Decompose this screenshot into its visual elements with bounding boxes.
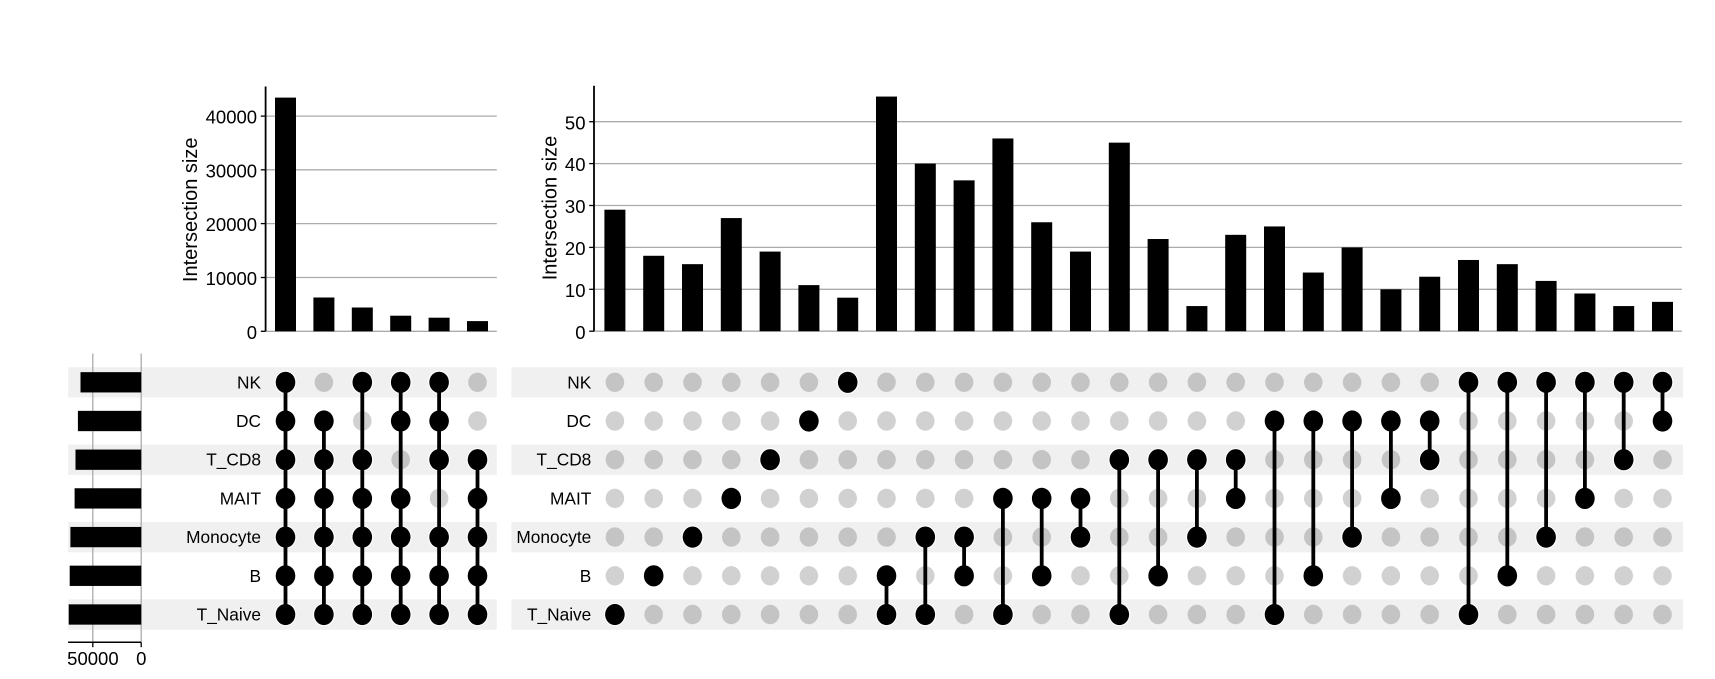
svg-text:30: 30 bbox=[565, 196, 586, 217]
svg-text:MAIT: MAIT bbox=[220, 488, 262, 508]
svg-text:50000: 50000 bbox=[67, 648, 118, 669]
svg-text:20000: 20000 bbox=[206, 214, 257, 235]
svg-text:Monocyte: Monocyte bbox=[186, 527, 261, 547]
svg-text:DC: DC bbox=[236, 411, 261, 431]
svg-text:30000: 30000 bbox=[206, 160, 257, 181]
svg-text:T_CD8: T_CD8 bbox=[206, 450, 261, 470]
svg-text:10: 10 bbox=[565, 280, 586, 301]
svg-text:NK: NK bbox=[567, 372, 591, 392]
svg-text:40: 40 bbox=[565, 154, 586, 175]
svg-text:T_Naive: T_Naive bbox=[527, 605, 591, 625]
svg-text:MAIT: MAIT bbox=[550, 488, 592, 508]
svg-text:Monocyte: Monocyte bbox=[516, 527, 591, 547]
svg-text:T_Naive: T_Naive bbox=[197, 605, 261, 625]
svg-text:DC: DC bbox=[566, 411, 591, 431]
svg-text:10000: 10000 bbox=[206, 268, 257, 289]
svg-text:T_CD8: T_CD8 bbox=[537, 450, 592, 470]
svg-text:Intersection size: Intersection size bbox=[540, 136, 562, 281]
svg-text:0: 0 bbox=[136, 648, 146, 669]
svg-text:0: 0 bbox=[575, 322, 585, 343]
svg-text:50: 50 bbox=[565, 112, 586, 133]
svg-text:Intersection size: Intersection size bbox=[180, 138, 202, 283]
svg-text:40000: 40000 bbox=[206, 107, 257, 128]
svg-text:B: B bbox=[249, 566, 261, 586]
svg-text:B: B bbox=[580, 566, 592, 586]
svg-text:NK: NK bbox=[237, 372, 261, 392]
svg-text:20: 20 bbox=[565, 238, 586, 259]
svg-text:0: 0 bbox=[247, 322, 257, 343]
